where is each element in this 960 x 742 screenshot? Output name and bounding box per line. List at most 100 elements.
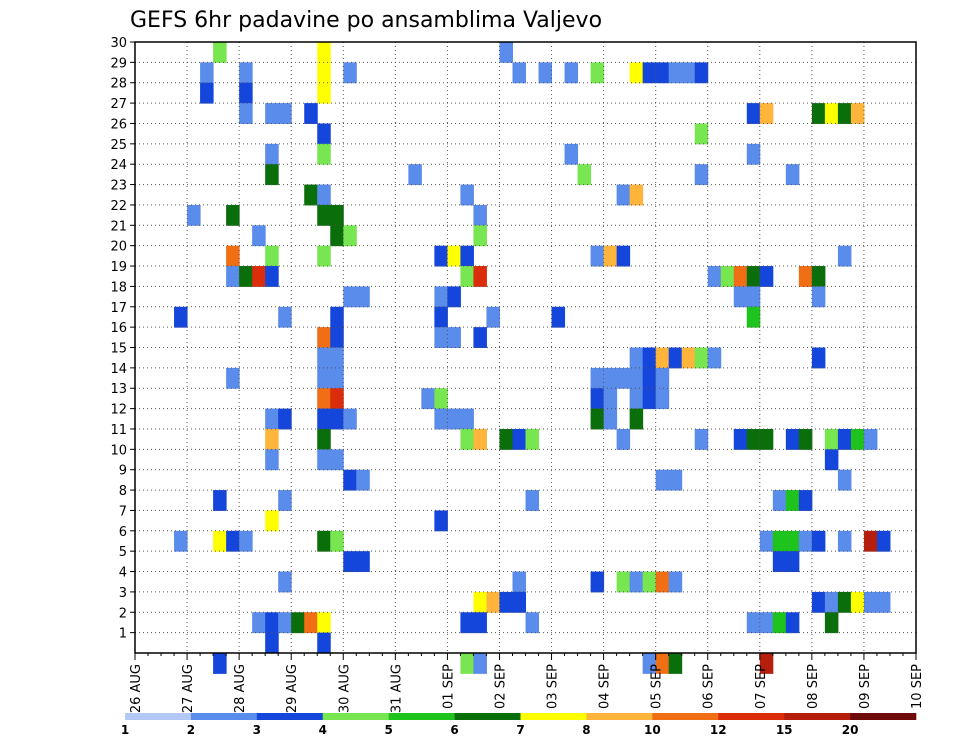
- cell: [876, 530, 891, 552]
- cell: [746, 266, 761, 287]
- colorbar-label: 1: [121, 723, 129, 737]
- cell: [330, 388, 344, 410]
- cell: [564, 62, 579, 84]
- cell: [642, 62, 657, 84]
- cell: [746, 143, 761, 165]
- cell: [317, 123, 331, 145]
- colorbar-label: 3: [253, 723, 261, 737]
- cell: [629, 388, 644, 410]
- cell: [291, 612, 305, 634]
- cell: [668, 62, 683, 84]
- cell: [265, 408, 279, 430]
- cell: [226, 530, 240, 552]
- cell: [447, 408, 461, 430]
- cell: [252, 266, 266, 287]
- cell: [434, 327, 448, 348]
- cell: [317, 327, 331, 348]
- cell: [629, 347, 644, 369]
- cell: [317, 82, 331, 104]
- cell: [590, 408, 605, 430]
- cell: [265, 510, 279, 532]
- cell: [317, 530, 331, 552]
- cell: [733, 266, 748, 287]
- cell: [837, 428, 852, 450]
- cell: [174, 306, 188, 328]
- cell: [590, 62, 605, 84]
- cell: [824, 103, 839, 124]
- cell: [213, 490, 227, 511]
- cell: [863, 530, 878, 552]
- y-tick-label: 22: [110, 199, 127, 214]
- cell: [616, 184, 631, 206]
- cell: [733, 428, 748, 450]
- cell: [486, 306, 500, 328]
- cell: [798, 490, 813, 511]
- cell: [837, 103, 852, 124]
- cell: [798, 428, 813, 450]
- cell: [811, 530, 826, 552]
- y-tick-label: 16: [110, 321, 127, 336]
- cell: [863, 428, 878, 450]
- cell: [759, 612, 774, 634]
- y-tick-label: 2: [119, 606, 127, 621]
- cell: [785, 530, 800, 552]
- cell: [616, 367, 631, 389]
- cell: [239, 103, 253, 124]
- cell: [421, 388, 435, 410]
- cell: [252, 225, 266, 247]
- cell: [525, 612, 540, 634]
- cell: [512, 62, 526, 84]
- cell: [330, 449, 344, 471]
- cell: [317, 204, 331, 226]
- cell: [811, 103, 826, 124]
- cell: [330, 225, 344, 247]
- y-tick-label: 19: [110, 260, 127, 275]
- cell: [460, 245, 474, 267]
- y-tick-label: 17: [110, 301, 127, 316]
- cell: [304, 103, 318, 124]
- cell: [798, 266, 813, 287]
- colorbar-swatch: [388, 713, 455, 720]
- cell: [668, 469, 683, 491]
- cell: [785, 164, 800, 186]
- cell: [356, 551, 370, 573]
- cell: [330, 367, 344, 389]
- cell: [187, 204, 201, 226]
- cell: [655, 653, 670, 674]
- cell: [590, 367, 605, 389]
- cell: [785, 551, 800, 573]
- cell: [460, 428, 474, 450]
- cell: [512, 428, 526, 450]
- cell: [330, 204, 344, 226]
- x-tick-label: 28 AUG: [233, 664, 248, 713]
- cell: [473, 225, 487, 247]
- cell: [278, 490, 292, 511]
- cell: [317, 408, 331, 430]
- cell: [174, 530, 188, 552]
- cell: [512, 571, 526, 593]
- cell: [603, 408, 618, 430]
- cell: [200, 62, 214, 84]
- cell: [525, 428, 540, 450]
- cell: [850, 103, 865, 124]
- cell: [603, 245, 618, 267]
- x-tick-label: 09 SEP: [858, 664, 873, 709]
- cell: [278, 306, 292, 328]
- y-tick-label: 15: [110, 342, 127, 357]
- y-tick-label: 7: [119, 504, 127, 519]
- x-tick-label: 29 AUG: [285, 664, 300, 713]
- cell: [707, 266, 722, 287]
- y-tick-label: 26: [110, 117, 127, 132]
- cell: [629, 184, 644, 206]
- cell: [330, 408, 344, 430]
- x-tick-label: 01 SEP: [441, 664, 456, 709]
- cell: [746, 286, 761, 308]
- y-tick-label: 21: [110, 219, 127, 234]
- colorbar-swatch: [586, 713, 653, 720]
- y-tick-label: 9: [119, 464, 127, 479]
- cell: [759, 653, 774, 674]
- y-tick-label: 27: [110, 97, 127, 112]
- cell: [278, 612, 292, 634]
- x-tick-label: 02 SEP: [493, 664, 508, 709]
